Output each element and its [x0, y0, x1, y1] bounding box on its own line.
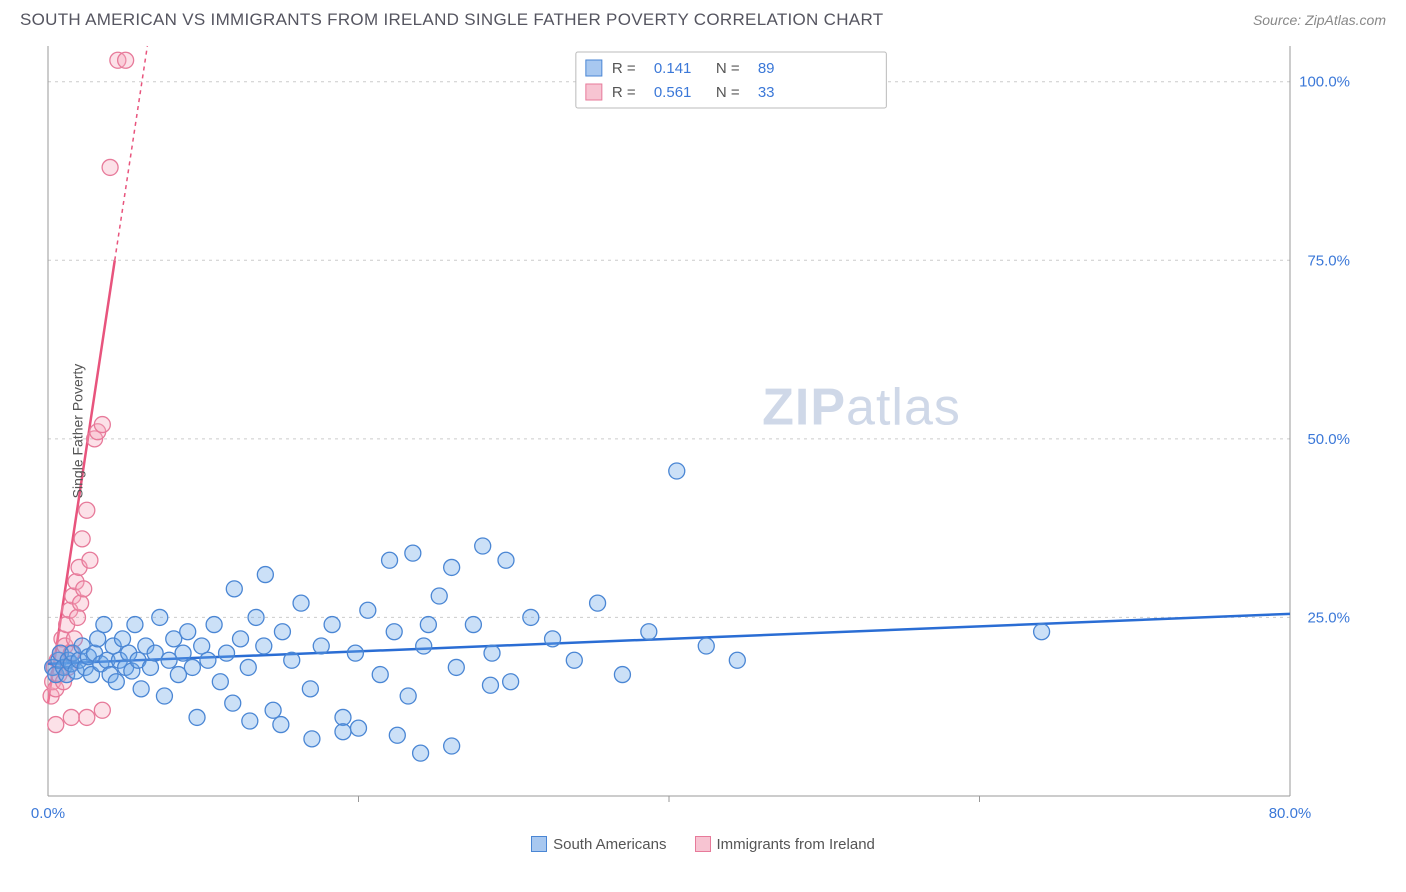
legend-swatch — [695, 836, 711, 852]
svg-text:0.0%: 0.0% — [31, 805, 65, 822]
legend-item: South Americans — [531, 836, 666, 853]
svg-text:25.0%: 25.0% — [1307, 609, 1350, 626]
svg-text:0.141: 0.141 — [654, 60, 692, 77]
legend-swatch — [531, 836, 547, 852]
chart-container: Single Father Poverty 25.0% 50.0% 75.0% 100… — [20, 36, 1386, 826]
svg-text:N =: N = — [716, 60, 740, 77]
svg-text:80.0%: 80.0% — [1269, 805, 1312, 822]
svg-text:R =: R = — [612, 60, 636, 77]
svg-text:R =: R = — [612, 84, 636, 101]
svg-text:N =: N = — [716, 84, 740, 101]
svg-text:0.561: 0.561 — [654, 84, 692, 101]
source-attribution: Source: ZipAtlas.com — [1253, 12, 1386, 28]
svg-text:ZIPatlas: ZIPatlas — [762, 379, 961, 437]
svg-text:50.0%: 50.0% — [1307, 431, 1350, 448]
bottom-legend: South Americans Immigrants from Ireland — [0, 836, 1406, 853]
svg-text:75.0%: 75.0% — [1307, 252, 1350, 269]
y-axis-label: Single Father Poverty — [69, 364, 85, 499]
correlation-scatter-chart: 25.0% 50.0% 75.0% 100.0% 0.0% 80.0% ZIPatlas R … — [20, 36, 1360, 826]
legend-item: Immigrants from Ireland — [695, 836, 875, 853]
chart-title: SOUTH AMERICAN VS IMMIGRANTS FROM IRELAN… — [20, 10, 883, 30]
svg-text:89: 89 — [758, 60, 775, 77]
svg-text:100.0%: 100.0% — [1299, 74, 1350, 91]
svg-text:33: 33 — [758, 84, 775, 101]
